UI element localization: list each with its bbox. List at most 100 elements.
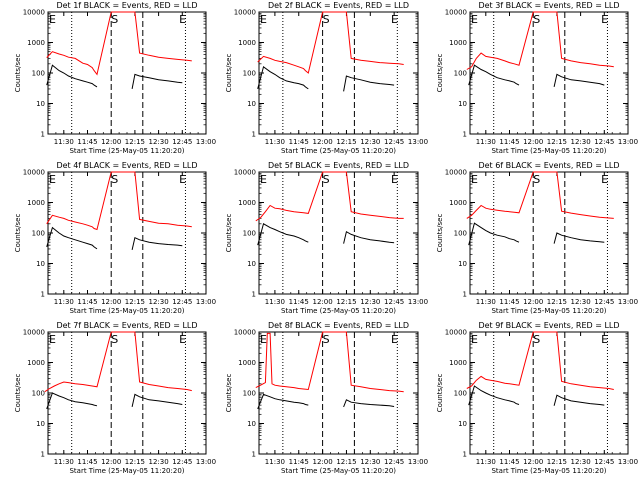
y-tick-label: 100: [243, 390, 256, 398]
marker-letter: E: [260, 333, 267, 346]
y-axis-label: Counts/sec: [14, 54, 22, 93]
y-axis-label: Counts/sec: [225, 374, 233, 413]
series-line-lld: [46, 11, 192, 76]
series-line-lld: [46, 171, 192, 231]
x-axis-label: Start Time (25-May-05 11:20:20): [491, 467, 606, 475]
marker-letter: E: [471, 333, 478, 346]
x-tick-label: 12:45: [172, 458, 192, 466]
y-tick-label: 1: [252, 131, 256, 139]
x-tick-label: 12:45: [172, 298, 192, 306]
marker-letter: E: [179, 173, 186, 186]
y-tick-label: 1000: [449, 199, 467, 207]
y-tick-label: 100: [32, 230, 45, 238]
x-tick-label: 12:30: [571, 298, 591, 306]
y-tick-label: 1: [41, 131, 45, 139]
series-line-lld: [257, 11, 404, 74]
y-tick-label: 100: [32, 70, 45, 78]
series-line-lld: [466, 171, 614, 219]
x-axis-label: Start Time (25-May-05 11:20:20): [69, 307, 184, 315]
marker-letter: E: [49, 173, 56, 186]
x-tick-label: 12:00: [523, 458, 543, 466]
x-tick-label: 11:45: [289, 458, 309, 466]
marker-letter: S: [323, 13, 330, 26]
x-tick-label: 12:30: [149, 298, 169, 306]
panel-6: Det 6f BLACK = Events, RED = LLD 1 10 100 10…: [436, 161, 638, 315]
y-tick-label: 10000: [23, 169, 45, 177]
x-tick-label: 12:00: [523, 298, 543, 306]
y-tick-label: 10: [458, 260, 467, 268]
x-tick-label: 11:30: [476, 298, 496, 306]
y-tick-label: 10000: [445, 169, 467, 177]
marker-letter: S: [111, 13, 118, 26]
x-tick-label: 12:15: [336, 138, 356, 146]
x-tick-label: 11:30: [54, 458, 74, 466]
marker-letter: E: [391, 13, 398, 26]
x-tick-label: 12:45: [384, 138, 404, 146]
y-tick-label: 1000: [27, 359, 45, 367]
x-tick-label: 12:00: [101, 138, 121, 146]
x-tick-label: 12:45: [594, 298, 614, 306]
y-tick-label: 1: [252, 451, 256, 459]
y-tick-label: 1: [41, 291, 45, 299]
x-tick-label: 13:00: [408, 458, 428, 466]
x-tick-label: 12:00: [313, 458, 333, 466]
y-tick-label: 1000: [27, 39, 45, 47]
y-tick-label: 10000: [234, 9, 256, 17]
x-tick-label: 12:00: [101, 458, 121, 466]
y-tick-label: 1: [252, 291, 256, 299]
series-line-lld: [44, 331, 192, 393]
x-tick-label: 13:00: [618, 298, 638, 306]
y-tick-label: 1000: [238, 359, 256, 367]
y-tick-label: 10: [36, 100, 45, 108]
panel-4: Det 4f BLACK = Events, RED = LLD 1 10 100 10…: [14, 161, 216, 315]
x-tick-label: 12:15: [336, 298, 356, 306]
x-tick-label: 12:30: [149, 138, 169, 146]
marker-letter: S: [533, 13, 540, 26]
y-tick-label: 1: [41, 451, 45, 459]
x-tick-label: 12:15: [547, 298, 567, 306]
y-axis-label: Counts/sec: [436, 214, 444, 253]
x-tick-label: 12:30: [360, 298, 380, 306]
y-tick-label: 10: [36, 420, 45, 428]
x-tick-label: 11:30: [54, 138, 74, 146]
x-tick-label: 13:00: [196, 458, 216, 466]
x-axis-label: Start Time (25-May-05 11:20:20): [281, 467, 396, 475]
series-line-events: [46, 226, 183, 251]
panel-5: Det 5f BLACK = Events, RED = LLD 1 10 100 10…: [225, 161, 428, 315]
series-line-lld: [466, 331, 614, 390]
marker-letter: E: [471, 173, 478, 186]
series-line-events: [468, 222, 605, 246]
series-line-events: [46, 392, 183, 410]
y-tick-label: 100: [454, 390, 467, 398]
panel-title: Det 3f BLACK = Events, RED = LLD: [478, 1, 619, 10]
x-tick-label: 13:00: [618, 458, 638, 466]
x-axis-label: Start Time (25-May-05 11:20:20): [491, 147, 606, 155]
y-tick-label: 100: [454, 230, 467, 238]
series-line-events: [468, 64, 605, 88]
x-tick-label: 12:00: [313, 138, 333, 146]
x-tick-label: 12:15: [125, 298, 145, 306]
x-tick-label: 12:30: [149, 458, 169, 466]
x-tick-label: 11:30: [265, 138, 285, 146]
x-tick-label: 13:00: [618, 138, 638, 146]
x-tick-label: 11:30: [265, 298, 285, 306]
y-axis-label: Counts/sec: [14, 214, 22, 253]
panel-9: Det 9f BLACK = Events, RED = LLD 1 10 100 10…: [436, 321, 638, 475]
marker-letter: E: [260, 13, 267, 26]
y-tick-label: 10: [247, 260, 256, 268]
y-tick-label: 10: [36, 260, 45, 268]
panel-3: Det 3f BLACK = Events, RED = LLD 1 10 100 10…: [436, 1, 638, 155]
x-tick-label: 12:45: [384, 298, 404, 306]
y-tick-label: 1: [463, 131, 467, 139]
x-axis-label: Start Time (25-May-05 11:20:20): [281, 307, 396, 315]
marker-letter: E: [391, 173, 398, 186]
y-axis-label: Counts/sec: [225, 214, 233, 253]
panel-7: Det 7f BLACK = Events, RED = LLD 1 10 100 10…: [14, 321, 216, 475]
x-tick-label: 12:15: [125, 138, 145, 146]
x-tick-label: 11:45: [77, 458, 97, 466]
x-tick-label: 11:45: [77, 298, 97, 306]
x-tick-label: 12:15: [547, 138, 567, 146]
series-line-events: [257, 393, 395, 410]
y-tick-label: 1: [463, 291, 467, 299]
